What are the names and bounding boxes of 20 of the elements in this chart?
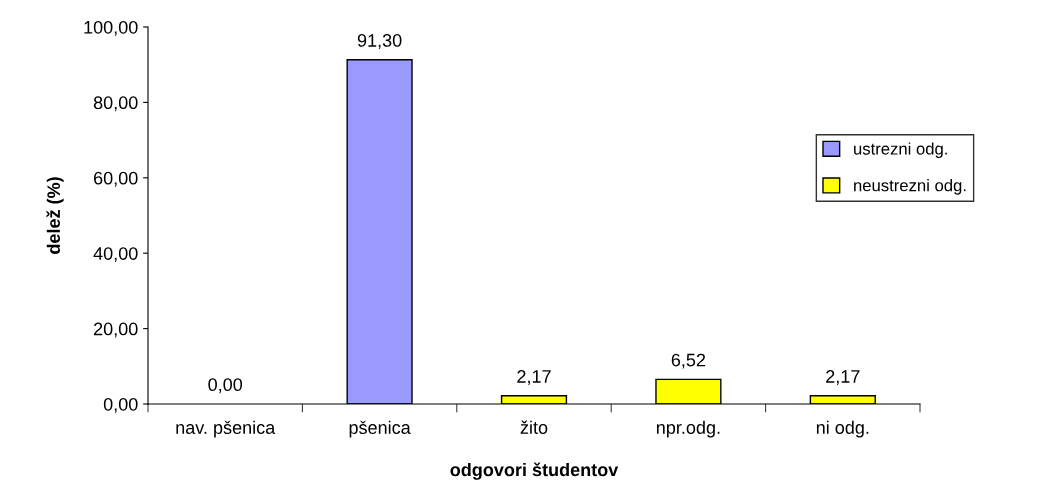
x-axis-title: odgovori študentov	[450, 462, 619, 480]
data-label: 2,17	[517, 370, 551, 385]
y-axis-title: delež (%)	[46, 177, 64, 254]
y-tick-label: 80,00	[93, 96, 138, 112]
y-tick-label: 20,00	[94, 322, 138, 338]
x-tick-label: žito	[520, 420, 548, 434]
data-label: 0,00	[208, 378, 243, 394]
y-tick-label: 40,00	[93, 247, 138, 263]
x-tick-label: ni odg.	[816, 420, 869, 438]
y-tick-label: 0,00	[103, 397, 138, 413]
x-tick-label: nav. pšenica	[176, 420, 276, 438]
y-tick-label: 100,00	[84, 20, 138, 36]
data-label: 6,52	[671, 353, 706, 369]
x-tick-label: pšenica	[349, 420, 411, 438]
data-label: 2,17	[826, 370, 860, 385]
legend-label: neustrezni odg.	[854, 179, 966, 195]
data-label: 91,30	[357, 34, 402, 49]
legend-label: ustrezni odg.	[854, 142, 947, 158]
x-tick-label: npr.odg.	[656, 420, 720, 438]
y-tick-label: 60,00	[94, 171, 138, 187]
